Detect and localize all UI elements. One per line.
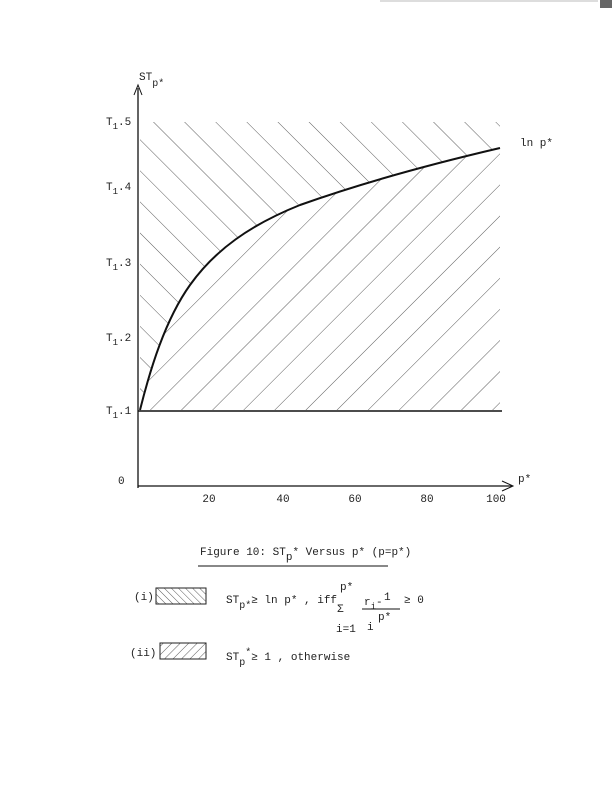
fraction-den-sub: i bbox=[367, 622, 374, 634]
y-tick-label: T1.1 bbox=[106, 406, 132, 421]
legend-text: STp*≥ ln p* , iff bbox=[226, 595, 337, 612]
caption: Figure 10: STp* Versus p* (p=p*) bbox=[200, 547, 411, 564]
legend-marker: (i) bbox=[134, 592, 154, 604]
x-axis-label: p* bbox=[518, 474, 531, 486]
legend-swatch bbox=[159, 642, 207, 660]
origin-label: 0 bbox=[118, 476, 125, 488]
fraction-den: p* bbox=[378, 612, 391, 624]
sum-bottom: i=1 bbox=[336, 624, 356, 636]
curve-label: ln p* bbox=[520, 138, 553, 150]
y-tick-label: T1.3 bbox=[106, 258, 131, 273]
y-tick-label: T1.5 bbox=[106, 117, 131, 132]
sum-top: p* bbox=[340, 582, 353, 594]
y-tick-label: T1.2 bbox=[106, 333, 131, 348]
x-tick-label: 100 bbox=[486, 494, 506, 506]
legend-marker: (ii) bbox=[130, 648, 156, 660]
y-arrow bbox=[133, 83, 143, 96]
legend-text: STp*≥ 1 , otherwise bbox=[226, 647, 350, 669]
x-tick-label: 20 bbox=[202, 494, 215, 506]
fraction-term: ri- bbox=[364, 597, 383, 612]
y-axis-label: STp* bbox=[139, 72, 164, 90]
region-i bbox=[140, 122, 500, 410]
region-ii bbox=[140, 148, 500, 410]
x-tick-label: 40 bbox=[276, 494, 289, 506]
scan-mark bbox=[600, 0, 612, 8]
legend-swatch bbox=[155, 587, 207, 605]
comparison: ≥ 0 bbox=[404, 595, 424, 607]
x-tick-label: 80 bbox=[420, 494, 433, 506]
fraction-num: 1 bbox=[384, 592, 391, 604]
ln-curve bbox=[139, 147, 501, 411]
sigma: Σ bbox=[337, 604, 344, 616]
x-arrow bbox=[501, 480, 515, 492]
y-tick-label: T1.4 bbox=[106, 182, 132, 197]
x-tick-label: 60 bbox=[348, 494, 361, 506]
